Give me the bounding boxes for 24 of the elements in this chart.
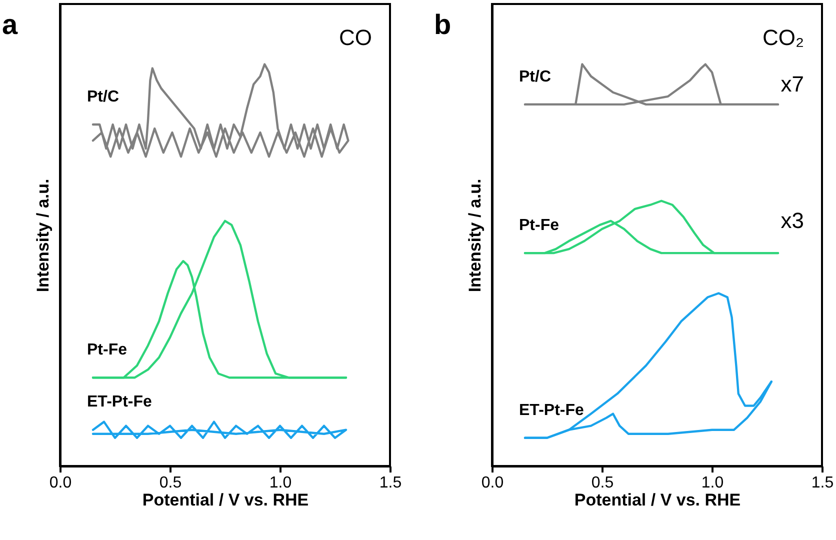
series-label: Pt/C <box>87 88 120 106</box>
text: CO <box>339 25 372 50</box>
text: a <box>2 9 18 40</box>
text: b <box>434 9 452 40</box>
x-tick-label: 0.0 <box>481 474 504 492</box>
annotation: x7 <box>780 71 804 96</box>
x-tick-label: 1.5 <box>379 474 402 492</box>
series-label: Pt-Fe <box>87 341 128 358</box>
y-axis-title: Intensity / a.u. <box>34 178 52 292</box>
series-label: ET-Pt-Fe <box>519 402 584 419</box>
y-axis-title: Intensity / a.u. <box>466 178 484 292</box>
x-axis-title: Potential / V vs. RHE <box>574 490 741 510</box>
x-axis-title: Potential / V vs. RHE <box>142 490 309 510</box>
x-tick-label: 0.0 <box>49 474 72 492</box>
x-tick-label: 1.0 <box>269 474 292 492</box>
series-label: ET-Pt-Fe <box>87 394 152 411</box>
text: CO₂ <box>762 25 804 50</box>
x-tick-label: 1.0 <box>701 474 724 492</box>
series-label: Pt-Fe <box>519 216 560 234</box>
x-tick-label: 0.5 <box>591 474 614 492</box>
annotation: x3 <box>780 208 804 233</box>
x-tick-label: 0.5 <box>159 474 182 492</box>
series-label: Pt/C <box>519 68 552 86</box>
x-tick-label: 1.5 <box>811 474 834 492</box>
